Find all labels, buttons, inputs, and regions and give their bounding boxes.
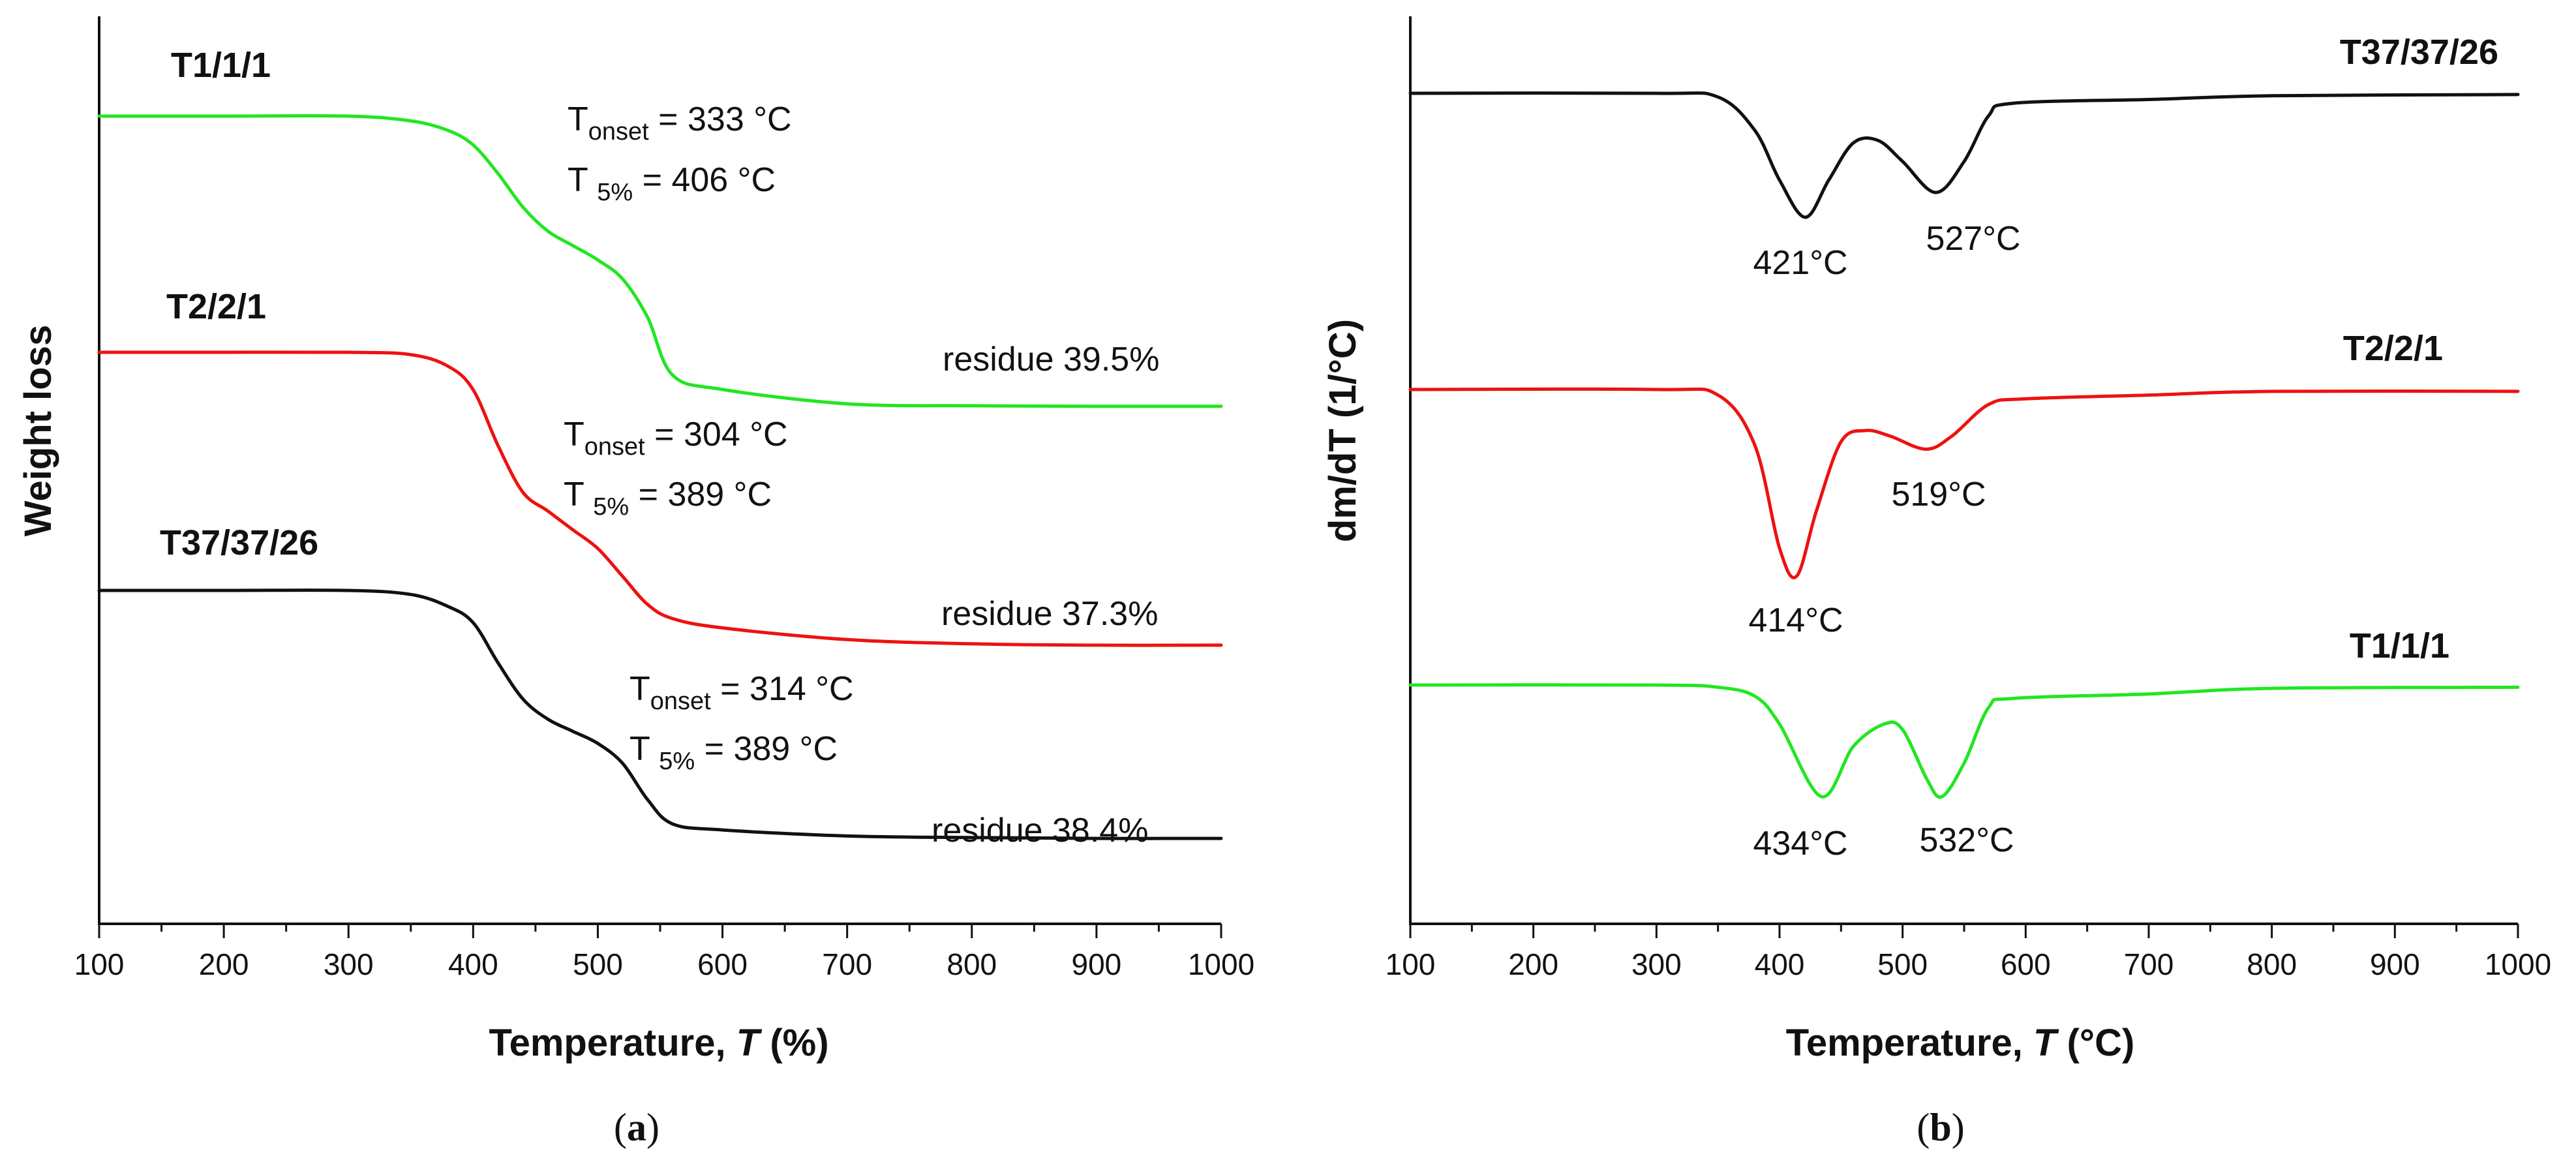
panel-b: 100 200 300 400 500 600 700 800 900 1000 T37/37/2… xyxy=(1322,16,2551,1149)
panel-b-y-axis-title: dm/dT (1/°C) xyxy=(1322,319,1364,542)
panel-b-x-ticks: 100 200 300 400 500 600 700 800 900 1000 xyxy=(1386,924,2551,981)
panel-a-t1-t5: T 5% = 406 °C xyxy=(568,161,776,206)
panel-a-series-name-t2: T2/2/1 xyxy=(166,287,266,326)
panel-a: 100 200 300 400 500 600 700 800 900 1000 T1/1/1 T… xyxy=(17,16,1254,1149)
panel-b-label: (b) xyxy=(1917,1106,1964,1149)
x-tick-label: 400 xyxy=(448,947,498,981)
panel-a-t2-residue: residue 37.3% xyxy=(941,595,1158,633)
x-tick-label: 100 xyxy=(1386,947,1436,981)
panel-a-t37-t5: T 5% = 389 °C xyxy=(629,730,838,775)
panel-a-label: (a) xyxy=(614,1106,659,1149)
panel-a-series xyxy=(97,114,1223,840)
panel-b-t1-peak-1: 434°C xyxy=(1753,825,1847,862)
x-tick-label: 600 xyxy=(2001,947,2051,981)
x-tick-label: 800 xyxy=(2247,947,2297,981)
panel-a-t2-onset: Tonset = 304 °C xyxy=(564,416,788,461)
panel-a-y-axis-title: Weight loss xyxy=(17,325,59,536)
x-tick-label: 500 xyxy=(573,947,623,981)
panel-b-axes xyxy=(1409,16,2518,925)
panel-b-x-axis-title: Temperature, T (°C) xyxy=(1786,1022,2135,1064)
x-tick-label: 500 xyxy=(1877,947,1928,981)
panel-a-axes xyxy=(98,16,1221,925)
series-line-T37-37-26 xyxy=(1408,91,2520,219)
x-tick-label: 300 xyxy=(324,947,374,981)
series-line-T2-2-1 xyxy=(1408,387,2520,579)
panel-a-t1-residue: residue 39.5% xyxy=(943,341,1159,378)
panel-a-x-ticks: 100 200 300 400 500 600 700 800 900 1000 xyxy=(74,924,1254,981)
panel-b-t2-peak-1: 414°C xyxy=(1748,602,1843,639)
x-tick-label: 700 xyxy=(822,947,872,981)
panel-b-t37-peak-1: 421°C xyxy=(1753,244,1847,282)
panel-b-t37-peak-2: 527°C xyxy=(1926,220,2020,258)
panel-a-t1-onset: Tonset = 333 °C xyxy=(568,100,792,145)
panel-b-series-name-t2: T2/2/1 xyxy=(2343,329,2443,368)
series-line-T37-37-26 xyxy=(97,588,1223,840)
x-tick-label: 1000 xyxy=(2485,947,2551,981)
panel-b-series-name-t1: T1/1/1 xyxy=(2350,626,2449,665)
x-tick-label: 900 xyxy=(2370,947,2420,981)
x-tick-label: 200 xyxy=(1508,947,1558,981)
series-line-T2-2-1 xyxy=(97,350,1223,647)
x-tick-label: 100 xyxy=(74,947,125,981)
panel-a-series-name-t37: T37/37/26 xyxy=(160,523,318,562)
x-tick-label: 700 xyxy=(2124,947,2174,981)
panel-b-series-name-t37: T37/37/26 xyxy=(2340,33,2498,72)
panel-a-t2-t5: T 5% = 389 °C xyxy=(564,476,772,521)
panel-b-t1-peak-2: 532°C xyxy=(1919,821,2014,859)
x-tick-label: 400 xyxy=(1755,947,1805,981)
panel-b-t2-peak-2: 519°C xyxy=(1891,476,1986,513)
x-tick-label: 900 xyxy=(1072,947,1122,981)
panel-a-x-axis-title: Temperature, T (%) xyxy=(489,1022,828,1064)
panel-a-t37-residue: residue 38.4% xyxy=(932,812,1148,849)
panel-a-t37-onset: Tonset = 314 °C xyxy=(629,670,854,715)
x-tick-label: 800 xyxy=(947,947,997,981)
x-tick-label: 1000 xyxy=(1188,947,1254,981)
panel-b-series xyxy=(1408,91,2520,799)
x-tick-label: 300 xyxy=(1631,947,1682,981)
x-tick-label: 600 xyxy=(697,947,748,981)
series-line-T1-1-1 xyxy=(1408,683,2520,799)
panel-a-series-name-t1: T1/1/1 xyxy=(171,46,271,85)
series-line-T1-1-1 xyxy=(97,114,1223,408)
x-tick-label: 200 xyxy=(199,947,249,981)
